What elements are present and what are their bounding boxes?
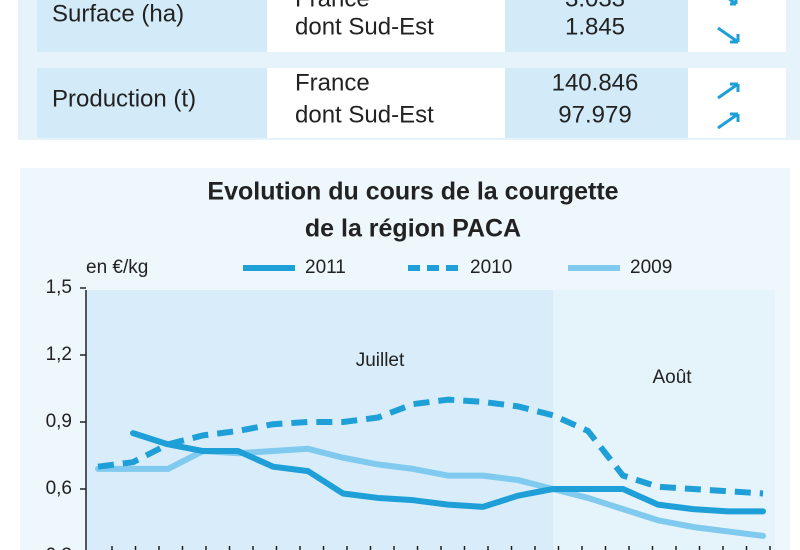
annotation: Août bbox=[652, 367, 692, 388]
value: 3.033 bbox=[565, 0, 625, 12]
y-tick-label: 0,6 bbox=[46, 478, 72, 499]
y-tick-label: 1,5 bbox=[46, 277, 72, 298]
row-label: Production (t) bbox=[52, 85, 196, 112]
legend-label: 2009 bbox=[630, 257, 672, 278]
value: 97.979 bbox=[558, 101, 631, 128]
y-axis-label: en €/kg bbox=[86, 257, 148, 278]
legend-label: 2011 bbox=[305, 257, 346, 278]
value: 1.845 bbox=[565, 13, 625, 40]
y-tick-label: 0,3 bbox=[46, 545, 72, 550]
cell bbox=[37, 0, 267, 52]
cell bbox=[267, 68, 505, 138]
chart: Evolution du cours de la courgette de la … bbox=[46, 178, 771, 550]
trend-arrows bbox=[717, 0, 740, 130]
place: France bbox=[295, 69, 370, 96]
place: France bbox=[295, 0, 370, 12]
place: dont Sud-Est bbox=[295, 13, 434, 40]
place: dont Sud-Est bbox=[295, 101, 434, 128]
value: 140.846 bbox=[552, 69, 639, 96]
chart-title: de la région PACA bbox=[305, 215, 521, 243]
chart-title: Evolution du cours de la courgette bbox=[207, 178, 618, 206]
y-tick-label: 1,2 bbox=[46, 344, 72, 365]
cell bbox=[267, 0, 505, 52]
cell bbox=[688, 68, 786, 138]
cell bbox=[37, 68, 267, 138]
cell bbox=[688, 0, 786, 52]
line-series bbox=[130, 430, 766, 515]
legend-label: 2010 bbox=[470, 257, 512, 278]
cell bbox=[505, 0, 688, 52]
cell bbox=[505, 68, 688, 138]
row-label: Surface (ha) bbox=[52, 0, 184, 27]
y-tick-label: 0,9 bbox=[46, 411, 72, 432]
annotation: Juillet bbox=[356, 350, 405, 371]
table: Surface (ha) France 3.033 dont Sud-Est 1.845… bbox=[52, 0, 638, 128]
